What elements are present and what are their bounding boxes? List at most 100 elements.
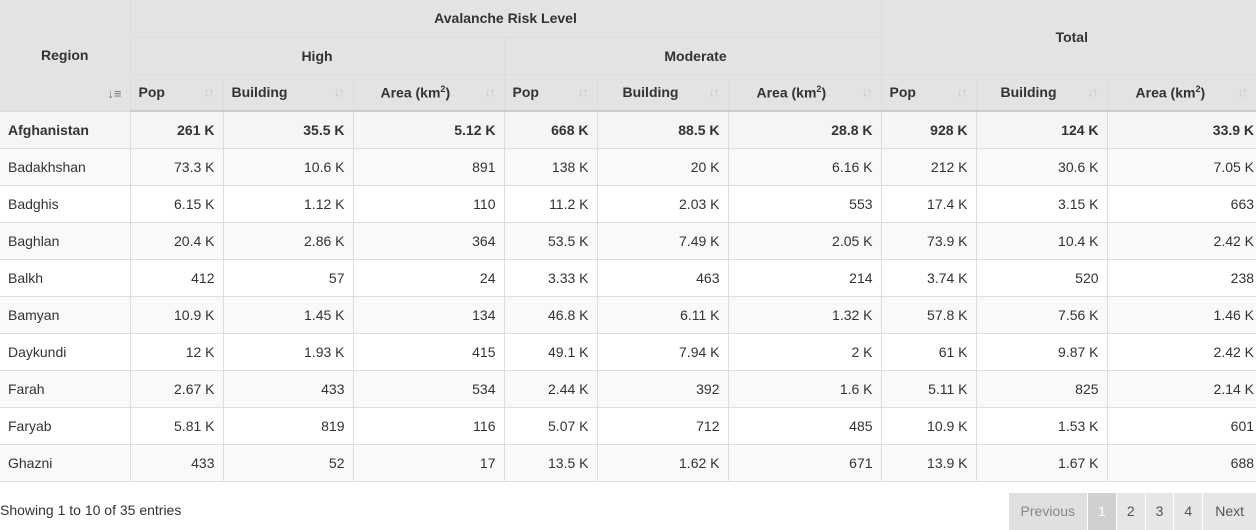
- cell: 2.67 K: [129, 369, 224, 408]
- region-cell: Badakhshan: [0, 147, 131, 186]
- region-cell: Farah: [0, 369, 131, 408]
- cell: 110: [352, 184, 505, 223]
- page-3-button[interactable]: 3: [1144, 493, 1174, 530]
- cell: 124 K: [975, 110, 1108, 149]
- table-row: Bamyan 10.9 K 1.45 K 134 46.8 K 6.11 K 1…: [0, 295, 1256, 334]
- previous-button[interactable]: Previous: [1007, 493, 1088, 530]
- cell: 33.9 K: [1106, 110, 1256, 149]
- superscript: 2: [1195, 83, 1201, 94]
- region-cell: Afghanistan: [0, 110, 131, 149]
- page-4-button[interactable]: 4: [1173, 493, 1203, 530]
- cell: 5.11 K: [880, 369, 977, 408]
- cell: 6.11 K: [596, 295, 729, 334]
- cell: 134: [352, 295, 505, 334]
- cell: 5.81 K: [129, 406, 224, 445]
- cell: 57.8 K: [880, 295, 977, 334]
- high-area-header[interactable]: Area (km2) ↓↑: [352, 73, 505, 112]
- cell: 17: [352, 443, 505, 482]
- cell: 1.93 K: [222, 332, 354, 371]
- table-footer: Showing 1 to 10 of 35 entries Previous 1…: [0, 492, 1256, 530]
- column-label: Building: [1000, 84, 1057, 101]
- cell: 2.86 K: [222, 221, 354, 260]
- high-group-header: High: [130, 36, 505, 75]
- cell: 433: [222, 369, 354, 408]
- column-label: Pop: [512, 84, 539, 101]
- column-label-close: ): [821, 84, 827, 101]
- moderate-group-header: Moderate: [503, 36, 882, 75]
- table-row: Badghis 6.15 K 1.12 K 110 11.2 K 2.03 K …: [0, 184, 1256, 223]
- sort-icon: ↓↑: [1237, 84, 1248, 100]
- cell: 13.9 K: [880, 443, 977, 482]
- cell: 52: [222, 443, 354, 482]
- region-cell: Balkh: [0, 258, 131, 297]
- sort-ascending-icon[interactable]: ↓≡: [107, 85, 122, 101]
- cell: 6.16 K: [727, 147, 882, 186]
- high-building-header[interactable]: Building ↓↑: [222, 73, 354, 112]
- region-header[interactable]: Region ↓≡: [0, 0, 131, 112]
- avalanche-risk-group-header: Avalanche Risk Level: [129, 0, 882, 38]
- table-row: Daykundi 12 K 1.93 K 415 49.1 K 7.94 K 2…: [0, 332, 1256, 371]
- cell: 46.8 K: [503, 295, 598, 334]
- cell: 1.32 K: [727, 295, 882, 334]
- cell: 138 K: [503, 147, 598, 186]
- table-row: Badakhshan 73.3 K 10.6 K 891 138 K 20 K …: [0, 147, 1256, 186]
- total-pop-header[interactable]: Pop ↓↑: [880, 73, 977, 112]
- cell: 9.87 K: [975, 332, 1108, 371]
- cell: 1.45 K: [222, 295, 354, 334]
- cell: 2.14 K: [1106, 369, 1256, 408]
- page-2-button[interactable]: 2: [1115, 493, 1145, 530]
- cell: 3.15 K: [975, 184, 1108, 223]
- sort-icon: ↓↑: [203, 84, 215, 100]
- sort-icon: ↓↑: [1087, 84, 1099, 100]
- column-label-close: ): [1200, 84, 1206, 101]
- cell: 1.62 K: [596, 443, 729, 482]
- cell: 825: [975, 369, 1108, 408]
- column-label: Pop: [889, 84, 916, 101]
- cell: 412: [129, 258, 224, 297]
- cell: 364: [352, 221, 505, 260]
- high-pop-header[interactable]: Pop ↓↑: [130, 73, 224, 112]
- total-area-header[interactable]: Area (km2) ↓↑: [1106, 73, 1256, 112]
- cell: 7.56 K: [975, 295, 1108, 334]
- superscript: 2: [816, 83, 822, 94]
- region-cell: Bamyan: [0, 295, 131, 334]
- column-label: Building: [622, 84, 679, 101]
- cell: 30.6 K: [975, 147, 1108, 186]
- cell: 5.07 K: [503, 406, 598, 445]
- pagination: Previous 1 2 3 4 Next: [1007, 493, 1256, 530]
- cell: 688: [1106, 443, 1256, 482]
- cell: 238: [1106, 258, 1256, 297]
- sort-icon: ↓↑: [577, 84, 589, 100]
- cell: 891: [352, 147, 505, 186]
- sort-icon: ↓↑: [956, 84, 968, 100]
- cell: 28.8 K: [727, 110, 882, 149]
- moderate-pop-header[interactable]: Pop ↓↑: [503, 73, 598, 112]
- cell: 20.4 K: [129, 221, 224, 260]
- cell: 7.49 K: [596, 221, 729, 260]
- table-row: Farah 2.67 K 433 534 2.44 K 392 1.6 K 5.…: [0, 369, 1256, 408]
- region-cell: Badghis: [0, 184, 131, 223]
- page-1-button[interactable]: 1: [1087, 493, 1116, 530]
- cell: 24: [352, 258, 505, 297]
- cell: 49.1 K: [503, 332, 598, 371]
- sort-icon: ↓↑: [333, 84, 345, 100]
- next-button[interactable]: Next: [1202, 493, 1256, 530]
- cell: 73.9 K: [880, 221, 977, 260]
- cell: 534: [352, 369, 505, 408]
- total-building-header[interactable]: Building ↓↑: [975, 73, 1108, 112]
- data-table: Region ↓≡ Avalanche Risk Level Total Hig…: [0, 0, 1256, 482]
- moderate-area-header[interactable]: Area (km2) ↓↑: [727, 73, 882, 112]
- table-row: Ghazni 433 52 17 13.5 K 1.62 K 671 13.9 …: [0, 443, 1256, 482]
- sort-icon: ↓↑: [708, 84, 720, 100]
- cell: 2.42 K: [1106, 221, 1256, 260]
- sort-icon: ↓↑: [861, 84, 873, 100]
- column-label: Building: [231, 84, 288, 101]
- cell: 11.2 K: [503, 184, 598, 223]
- moderate-building-header[interactable]: Building ↓↑: [596, 73, 729, 112]
- table-row: Afghanistan 261 K 35.5 K 5.12 K 668 K 88…: [0, 110, 1256, 149]
- cell: 5.12 K: [352, 110, 505, 149]
- cell: 485: [727, 406, 882, 445]
- cell: 17.4 K: [880, 184, 977, 223]
- column-label: Area (km: [380, 84, 441, 101]
- column-label: Area (km: [756, 84, 817, 101]
